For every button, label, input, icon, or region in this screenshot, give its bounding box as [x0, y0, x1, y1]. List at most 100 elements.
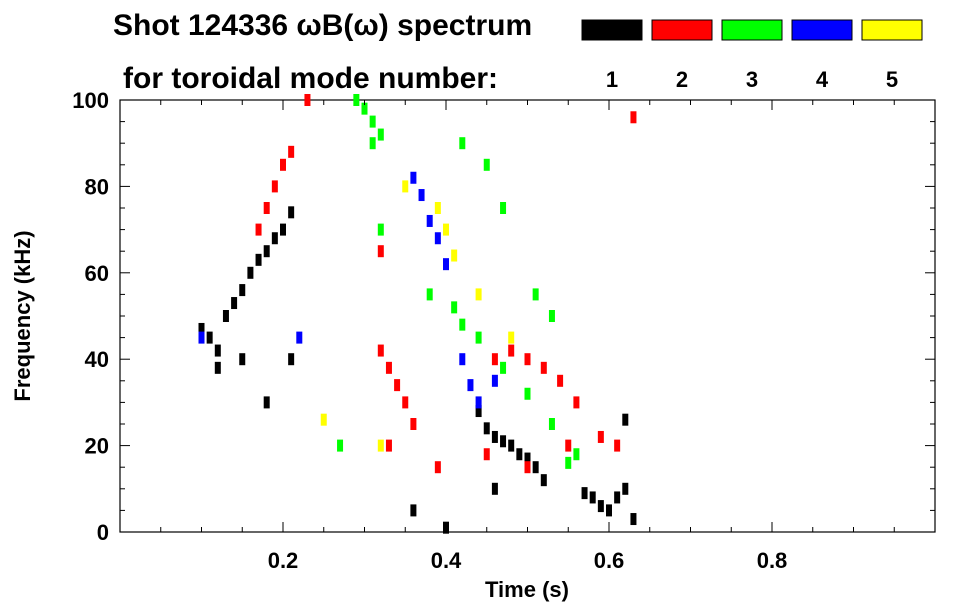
data-point — [597, 430, 604, 443]
data-point — [467, 379, 474, 392]
legend-label-3: 3 — [746, 67, 758, 92]
series-n=1 — [198, 206, 637, 534]
data-point — [304, 94, 311, 106]
data-point — [198, 322, 205, 335]
legend-swatch-5 — [861, 19, 923, 41]
data-point — [516, 448, 523, 461]
data-point — [418, 189, 425, 202]
legend-label-4: 4 — [816, 67, 829, 92]
data-point — [426, 288, 433, 301]
data-point — [557, 374, 564, 387]
data-point — [385, 361, 392, 374]
series-n=3 — [337, 94, 580, 469]
legend-label-1: 1 — [606, 67, 618, 92]
axis-ticks — [120, 100, 935, 532]
data-point — [231, 297, 238, 310]
x-tick-labels: 0.2 0.4 0.6 0.8 — [268, 548, 788, 573]
x-tick-label: 0.6 — [594, 548, 625, 573]
data-point — [337, 439, 344, 452]
data-point — [288, 353, 295, 366]
data-point — [483, 448, 490, 461]
data-point — [500, 435, 507, 448]
legend: 1 2 3 4 5 — [581, 19, 923, 92]
data-point — [475, 331, 482, 344]
data-point — [288, 206, 295, 219]
data-point — [630, 513, 637, 526]
x-tick-label: 0.2 — [268, 548, 299, 573]
legend-swatch-2 — [651, 19, 713, 41]
data-point — [573, 396, 580, 409]
data-point — [524, 461, 531, 474]
legend-label-5: 5 — [886, 67, 898, 92]
data-point — [434, 232, 441, 245]
data-point — [377, 223, 384, 236]
data-point — [247, 266, 254, 279]
data-point — [263, 245, 270, 258]
data-point — [263, 202, 270, 214]
series-n=2 — [255, 94, 637, 474]
y-tick-label: 80 — [85, 174, 109, 199]
data-point — [410, 171, 417, 184]
data-point — [508, 344, 515, 357]
legend-swatch-3 — [721, 19, 783, 41]
data-point — [369, 137, 376, 150]
data-point — [443, 258, 449, 271]
data-point — [459, 137, 466, 150]
data-point — [540, 474, 547, 487]
data-point — [589, 491, 596, 504]
data-point — [402, 180, 409, 193]
data-point — [239, 284, 246, 297]
x-axis-label: Time (s) — [485, 577, 569, 602]
x-tick-label: 0.8 — [757, 548, 788, 573]
data-point — [426, 214, 433, 227]
data-point — [271, 232, 278, 245]
y-axis-label: Frequency (kHz) — [10, 230, 35, 401]
series-n=4 — [198, 171, 498, 409]
data-point — [280, 223, 286, 236]
data-point — [565, 456, 572, 469]
data-point — [198, 331, 205, 344]
data-point — [361, 102, 368, 115]
data-point — [524, 353, 531, 366]
data-point — [434, 461, 441, 474]
data-point — [206, 331, 213, 344]
data-point — [459, 318, 466, 331]
data-point — [606, 504, 612, 517]
data-point — [443, 223, 449, 236]
data-point — [548, 310, 555, 322]
chart-title-line2: for toroidal mode number: — [123, 62, 498, 95]
data-point — [581, 487, 588, 500]
data-point — [630, 111, 637, 124]
legend-swatch-1 — [581, 19, 643, 41]
data-point — [491, 430, 498, 443]
data-point — [451, 301, 458, 314]
data-point — [508, 439, 515, 452]
data-point — [394, 379, 401, 392]
data-point — [239, 353, 246, 366]
data-point — [622, 413, 629, 426]
data-point — [402, 396, 409, 409]
data-point — [573, 448, 580, 461]
x-tick-label: 0.4 — [431, 548, 462, 573]
y-tick-labels: 0 20 40 60 80 100 — [72, 88, 109, 545]
data-point — [524, 452, 531, 465]
y-tick-label: 20 — [85, 434, 109, 459]
data-point — [597, 500, 604, 513]
data-point — [475, 396, 482, 409]
data-point — [500, 361, 507, 374]
data-point — [565, 439, 572, 452]
data-point — [524, 387, 531, 400]
data-point — [353, 94, 360, 106]
data-point — [377, 245, 384, 258]
series-n=5 — [320, 180, 515, 452]
chart-title-line1: Shot 124336 ωB(ω) spectrum — [113, 9, 532, 42]
data-point — [255, 253, 262, 266]
data-point — [214, 344, 221, 357]
data-point — [483, 422, 490, 435]
data-point — [369, 115, 376, 128]
data-point — [622, 482, 629, 495]
data-marks — [198, 94, 637, 534]
y-tick-label: 40 — [85, 347, 109, 372]
data-point — [491, 353, 498, 366]
